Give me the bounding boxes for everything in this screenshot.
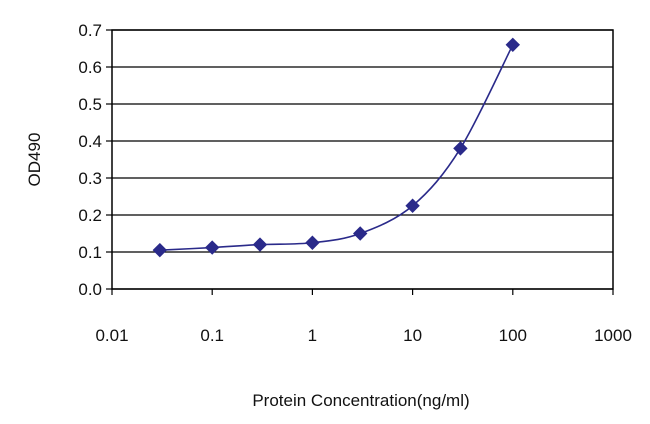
y-tick-label: 0.3 <box>78 169 102 188</box>
data-point-diamond <box>305 235 320 250</box>
x-tick-label: 100 <box>499 326 527 345</box>
data-point-diamond <box>204 240 220 255</box>
series-points <box>152 37 521 258</box>
x-axis-title: Protein Concentration(ng/ml) <box>252 391 469 410</box>
y-tick-label: 0.4 <box>78 132 102 151</box>
data-point-diamond <box>252 237 268 252</box>
data-point-diamond <box>505 37 521 53</box>
x-tick-label: 0.1 <box>200 326 224 345</box>
data-point-diamond <box>353 226 368 241</box>
y-axis-ticks: 0.0 0.1 0.2 0.3 0.4 0.5 0.6 0.7 <box>78 21 112 299</box>
plot-area-border <box>111 29 614 290</box>
x-tick-label: 0.01 <box>95 326 128 345</box>
y-tick-label: 0.5 <box>78 95 102 114</box>
x-axis-ticks: 0.01 0.1 1 10 100 1000 <box>95 289 632 345</box>
y-tick-label: 0.1 <box>78 243 102 262</box>
y-tick-label: 0.0 <box>78 280 102 299</box>
x-tick-label: 1000 <box>594 326 632 345</box>
y-tick-label: 0.2 <box>78 206 102 225</box>
y-tick-label: 0.7 <box>78 21 102 40</box>
data-point-diamond <box>405 198 420 213</box>
x-tick-label: 10 <box>403 326 422 345</box>
y-tick-label: 0.6 <box>78 58 102 77</box>
data-point-diamond <box>152 242 168 258</box>
y-axis-title: OD490 <box>25 133 44 187</box>
data-point-diamond <box>453 141 468 156</box>
x-tick-label: 1 <box>308 326 317 345</box>
